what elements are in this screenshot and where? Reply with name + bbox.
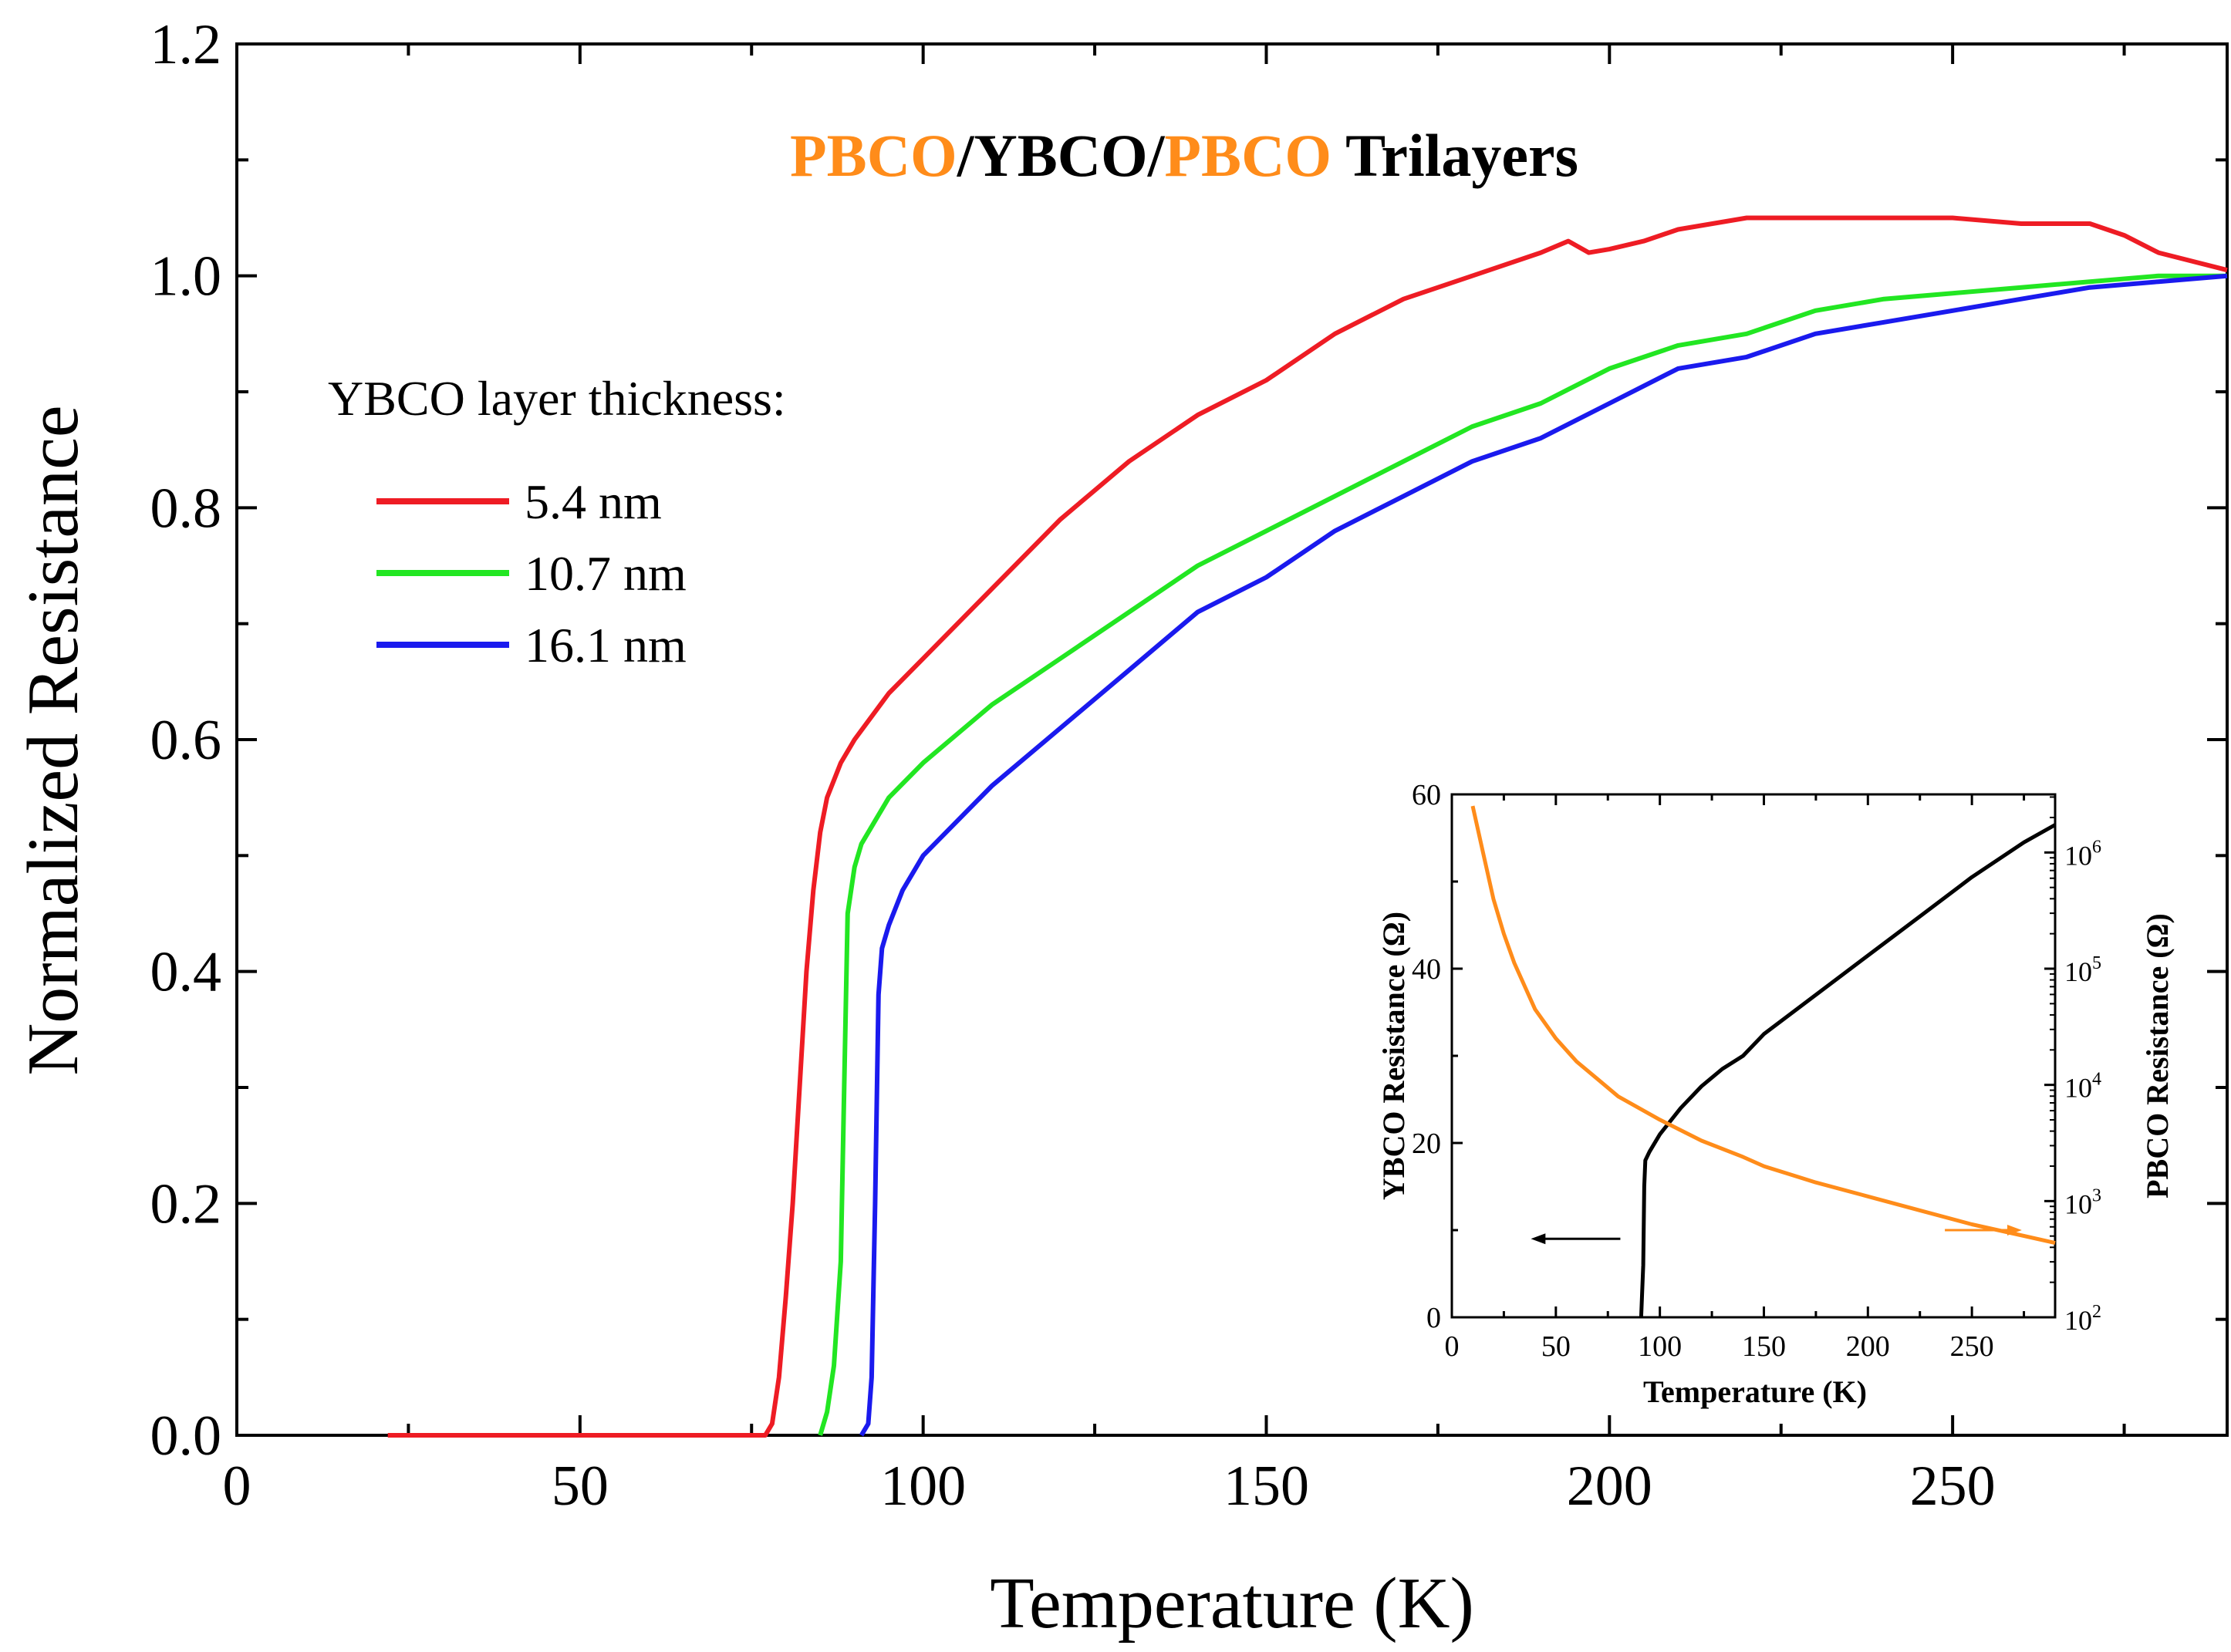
inset-tick-labels: 0 50 100 150 200 250 0 20 40 60 102 103 104 105 106 [1412, 779, 2101, 1363]
main-title: PBCO/YBCO/PBCO Trilayers [790, 122, 1578, 189]
inset-background [1450, 794, 2056, 1323]
inset-y-tick-label: 0 [1426, 1302, 1441, 1334]
legend-title: YBCO layer thickness: [328, 371, 786, 426]
series-line-2 [818, 273, 2227, 1436]
left-axis-arrowhead [1531, 1233, 1546, 1245]
inset-series-group [1470, 805, 2057, 1318]
y-tick-label: 0.2 [150, 1172, 222, 1236]
x-tick-label: 250 [1910, 1455, 1996, 1518]
inset-x-tick-label: 100 [1638, 1330, 1682, 1363]
inset-y-axis-label-left: YBCO Resistance (Ω) [1376, 912, 1411, 1200]
main-series-group [387, 215, 2228, 1438]
title-part-pbco-1: PBCO [790, 122, 957, 189]
legend-label: 16.1 nm [525, 618, 687, 673]
inset-right-tick-exponent: 3 [2092, 1185, 2101, 1205]
inset-arrows [1531, 1225, 2022, 1245]
y-tick-label: 0.6 [150, 709, 222, 772]
x-tick-label: 0 [223, 1455, 251, 1518]
inset-x-tick-label: 0 [1445, 1330, 1460, 1363]
x-tick-label: 100 [880, 1455, 966, 1518]
x-tick-label: 200 [1567, 1455, 1652, 1518]
series-line-1 [387, 215, 2228, 1438]
inset-right-tick-label: 104 [2064, 1070, 2101, 1104]
inset-chart: 0 50 100 150 200 250 0 20 40 60 102 103 104 105 106 Te… [1376, 779, 2175, 1409]
inset-right-tick-exponent: 6 [2092, 837, 2101, 857]
series-line-3 [859, 273, 2228, 1437]
inset-x-axis-label: Temperature (K) [1643, 1374, 1867, 1409]
legend: YBCO layer thickness: 5.4 nm 10.7 nm 16.1 … [328, 371, 786, 673]
inset-y-tick-label: 40 [1412, 953, 1441, 986]
inset-right-tick-label: 102 [2064, 1302, 2101, 1336]
inset-y-axis-label-right: PBCO Resistance (Ω) [2140, 913, 2175, 1199]
inset-x-tick-label: 250 [1950, 1330, 1994, 1363]
inset-right-tick-label: 106 [2064, 837, 2101, 871]
legend-label: 10.7 nm [525, 546, 687, 601]
inset-x-tick-label: 200 [1846, 1330, 1890, 1363]
inset-right-tick-exponent: 2 [2092, 1302, 2101, 1322]
inset-series-ybco [1639, 823, 2057, 1318]
y-tick-label: 0.0 [150, 1404, 222, 1468]
inset-right-tick-exponent: 4 [2092, 1070, 2101, 1090]
inset-right-tick-label: 103 [2064, 1185, 2101, 1219]
y-tick-label: 1.0 [150, 245, 222, 308]
inset-x-tick-label: 150 [1742, 1330, 1786, 1363]
legend-label: 5.4 nm [525, 474, 662, 529]
right-axis-arrowhead [2007, 1225, 2022, 1236]
inset-right-tick-label: 105 [2064, 953, 2101, 987]
title-part-ybco: /YBCO/ [957, 122, 1166, 189]
main-y-axis-label: Normalized Resistance [13, 405, 93, 1075]
y-tick-label: 0.4 [150, 941, 222, 1004]
inset-x-tick-label: 50 [1541, 1330, 1571, 1363]
title-part-trilayers: Trilayers [1332, 122, 1578, 189]
title-part-pbco-2: PBCO [1164, 122, 1332, 189]
x-tick-label: 150 [1224, 1455, 1309, 1518]
inset-y-tick-label: 20 [1412, 1128, 1441, 1160]
inset-right-tick-exponent: 5 [2092, 953, 2101, 973]
y-tick-label: 1.2 [150, 13, 222, 76]
main-x-axis-label: Temperature (K) [990, 1563, 1474, 1644]
inset-ticks [1450, 793, 2055, 1319]
inset-series-pbco [1470, 805, 2056, 1246]
x-tick-label: 50 [552, 1455, 609, 1518]
inset-y-tick-label: 60 [1412, 779, 1441, 811]
y-tick-label: 0.8 [150, 477, 222, 540]
